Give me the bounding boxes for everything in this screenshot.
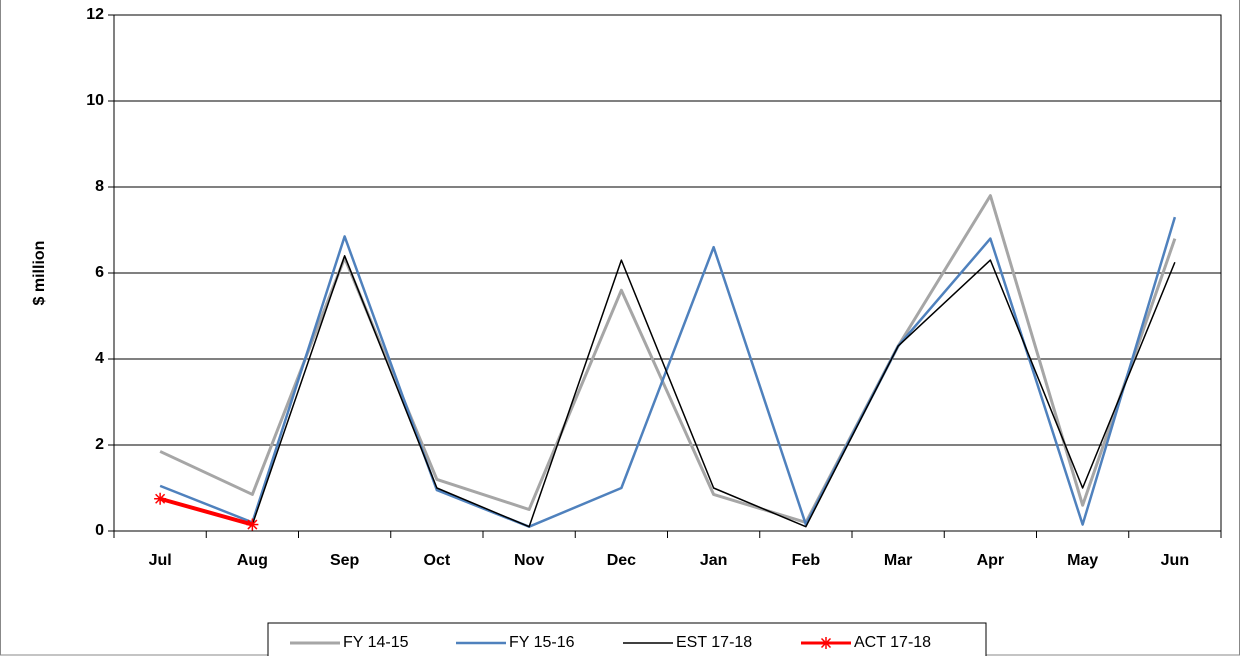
x-tick-label: May xyxy=(1067,552,1098,569)
x-tick-label: Jul xyxy=(149,552,172,569)
legend-label: EST 17-18 xyxy=(676,634,752,651)
x-tick-label: Aug xyxy=(237,552,268,569)
line-series xyxy=(159,255,1176,528)
y-axis-label: $ million xyxy=(31,241,48,306)
y-tick-label: 12 xyxy=(86,6,104,23)
legend-marker xyxy=(820,637,832,649)
line-series xyxy=(159,216,1177,528)
y-tick-label: 4 xyxy=(95,350,104,367)
x-tick-label: Feb xyxy=(792,552,821,569)
x-tick-label: Oct xyxy=(424,552,451,569)
x-tick-label: Mar xyxy=(884,552,912,569)
y-tick-label: 8 xyxy=(95,178,104,195)
marker-stroke xyxy=(247,519,258,530)
point-marker xyxy=(154,492,167,505)
legend-label: FY 15-16 xyxy=(509,634,575,651)
x-tick-label: Sep xyxy=(330,552,360,569)
y-tick-label: 10 xyxy=(86,92,104,109)
y-tick-label: 0 xyxy=(95,522,104,539)
line-series xyxy=(159,496,253,527)
x-tick-label: Jan xyxy=(700,552,728,569)
legend-label: ACT 17-18 xyxy=(854,634,931,651)
line-series xyxy=(159,194,1177,524)
x-tick-label: Apr xyxy=(977,552,1005,569)
marker-stroke xyxy=(820,637,832,649)
y-tick-label: 6 xyxy=(95,264,104,281)
x-tick-label: Nov xyxy=(514,552,544,569)
legend-box xyxy=(267,622,987,656)
legend-label: FY 14-15 xyxy=(343,634,409,651)
x-tick-label: Jun xyxy=(1161,552,1189,569)
y-tick-label: 2 xyxy=(95,436,104,453)
marker-stroke xyxy=(155,493,166,504)
x-tick-label: Dec xyxy=(607,552,636,569)
point-marker xyxy=(246,518,259,531)
